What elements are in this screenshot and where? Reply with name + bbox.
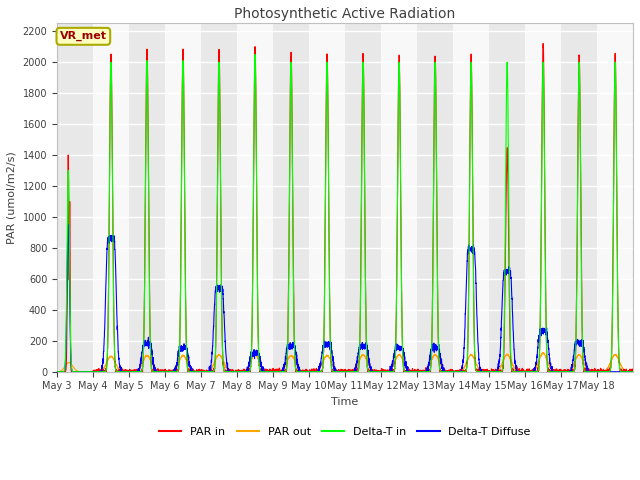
Bar [381,24,417,372]
Bar [57,24,93,372]
Legend: PAR in, PAR out, Delta-T in, Delta-T Diffuse: PAR in, PAR out, Delta-T in, Delta-T Dif… [155,422,535,442]
Bar [93,24,129,372]
Text: VR_met: VR_met [60,31,107,41]
Bar [453,24,489,372]
Bar [489,24,525,372]
Title: Photosynthetic Active Radiation: Photosynthetic Active Radiation [234,7,456,21]
Bar [345,24,381,372]
Bar [165,24,201,372]
Bar [273,24,309,372]
Bar [237,24,273,372]
Bar [129,24,165,372]
Bar [417,24,453,372]
Bar [597,24,633,372]
Bar [201,24,237,372]
Bar [561,24,597,372]
Bar [525,24,561,372]
Bar [309,24,345,372]
Y-axis label: PAR (umol/m2/s): PAR (umol/m2/s) [7,151,17,244]
X-axis label: Time: Time [332,397,358,407]
